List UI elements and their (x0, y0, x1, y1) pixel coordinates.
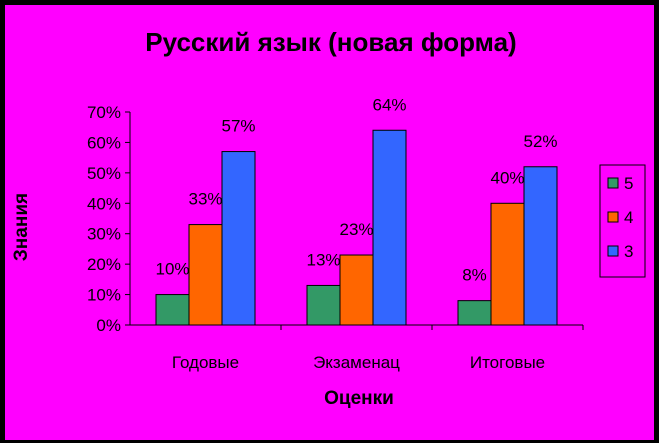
bar-5-1 (306, 284, 341, 326)
data-label: 57% (221, 117, 255, 136)
legend-swatch-3 (607, 245, 619, 257)
legend-box (599, 164, 646, 278)
data-label: 64% (372, 95, 406, 114)
y-tick-label: 70% (87, 103, 121, 122)
legend-swatch-5 (607, 177, 619, 189)
y-tick-label: 20% (87, 255, 121, 274)
category-label: Итоговые (470, 353, 545, 372)
bar-4-1 (339, 254, 374, 326)
legend-label-3: 3 (624, 242, 633, 261)
legend-label-4: 4 (624, 208, 633, 227)
bar-chart: Русский язык (новая форма) 0% 10% 20% 30% 40… (11, 27, 646, 409)
legend-label-5: 5 (624, 174, 633, 193)
bar-5-0 (155, 294, 190, 326)
data-label: 33% (188, 190, 222, 209)
y-tick-label: 0% (96, 316, 121, 335)
bar-3-1 (372, 129, 407, 326)
legend-swatch-4 (607, 211, 619, 223)
data-label: 40% (490, 168, 524, 187)
data-label: 10% (155, 260, 189, 279)
y-tick-label: 10% (87, 286, 121, 305)
y-tick-label: 30% (87, 225, 121, 244)
y-tick-label: 60% (87, 133, 121, 152)
bar-3-2 (523, 166, 558, 326)
category-label: Экзаменац (313, 353, 400, 372)
y-tick-label: 50% (87, 164, 121, 183)
bar-4-0 (188, 224, 223, 326)
data-label: 23% (339, 220, 373, 239)
bar-5-2 (457, 300, 492, 326)
y-axis-label: Знания (11, 193, 32, 261)
legend: 5 4 3 (599, 164, 646, 278)
category-label: Годовые (172, 353, 239, 372)
x-axis-label: Оценки (324, 388, 394, 409)
chart-title: Русский язык (новая форма) (145, 27, 516, 57)
data-label: 52% (523, 132, 557, 151)
bar-3-0 (221, 151, 256, 326)
data-label: 13% (306, 250, 340, 269)
data-label: 8% (462, 266, 487, 285)
chart-frame: Русский язык (новая форма) 0% 10% 20% 30% 40… (4, 4, 655, 441)
bar-4-2 (490, 202, 525, 326)
y-tick-label: 40% (87, 194, 121, 213)
